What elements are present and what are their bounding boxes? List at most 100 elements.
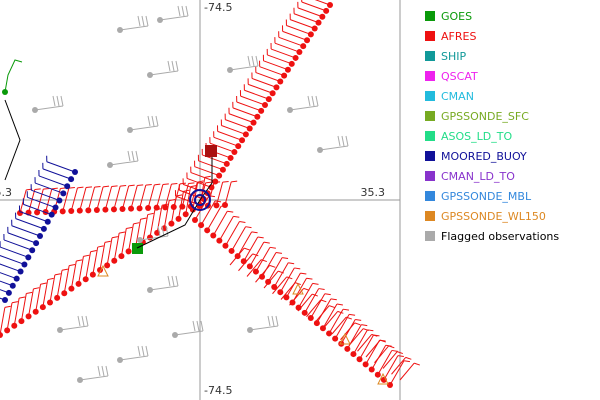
- observation: [104, 262, 111, 269]
- legend-label: CMAN_LD_TO: [441, 170, 515, 183]
- observation: [227, 154, 234, 161]
- wind-barb-feather: [19, 296, 26, 299]
- flagged-feather: [181, 5, 185, 17]
- observation: [204, 227, 211, 234]
- observation: [29, 247, 36, 254]
- observation: [119, 206, 126, 212]
- flagged-feather: [167, 60, 171, 72]
- wind-barb-feather: [104, 240, 111, 243]
- wind-barb-feather: [260, 259, 267, 263]
- observation: [48, 211, 55, 218]
- wind-barb: [322, 303, 338, 329]
- observation: [277, 78, 284, 85]
- wind-barb-feather: [405, 356, 412, 360]
- legend-label: CMAN: [441, 90, 474, 103]
- wind-barb-feather: [26, 291, 33, 294]
- wind-barb: [280, 282, 296, 300]
- observation: [307, 31, 314, 38]
- wind-barb-feather: [269, 246, 276, 249]
- wind-barb-feather: [147, 212, 154, 216]
- flagged-feather: [165, 225, 169, 237]
- flagged-feather: [60, 95, 64, 107]
- observation: [76, 207, 83, 214]
- goes-track: [4, 59, 23, 93]
- wind-barb: [353, 329, 368, 355]
- observation: [258, 107, 265, 114]
- wind-barb: [79, 187, 87, 211]
- legend-label: GPSSONDE_SFC: [441, 110, 529, 123]
- observation: [4, 327, 11, 334]
- wind-barb: [273, 262, 289, 288]
- wind-barb: [120, 228, 127, 257]
- wind-barb: [212, 210, 228, 236]
- wind-barb: [316, 298, 332, 324]
- observation: [304, 37, 311, 44]
- wind-barb-feather: [300, 272, 307, 275]
- wind-barb-feather: [328, 305, 335, 309]
- wind-barb-feather: [324, 293, 331, 296]
- legend-swatch: [425, 71, 435, 81]
- flagged-feather: [137, 345, 141, 357]
- wind-barb-feather: [239, 221, 246, 223]
- wind-barb: [263, 270, 279, 289]
- wind-barb: [70, 187, 78, 212]
- legend-label: GPSSONDE_MBL: [441, 190, 532, 203]
- observation: [235, 143, 242, 150]
- observation: [25, 313, 32, 320]
- observation: [228, 247, 235, 254]
- axis-label-top: -74.5: [204, 1, 232, 14]
- wind-barb-feather: [245, 226, 252, 229]
- legend-swatch: [425, 171, 435, 181]
- legend-label: AFRES: [441, 30, 476, 43]
- wind-barb-feather: [69, 263, 76, 267]
- wl150-marker: [377, 372, 389, 385]
- wind-barb: [206, 205, 222, 231]
- observation: [216, 237, 223, 244]
- observation: [223, 160, 230, 167]
- wind-barb: [357, 334, 373, 352]
- wind-barb-feather: [162, 183, 169, 185]
- wind-barb: [42, 279, 49, 308]
- wind-barb: [78, 256, 84, 285]
- axis-label-right: 35.3: [361, 186, 386, 199]
- observation: [33, 240, 40, 247]
- wind-barb: [113, 233, 120, 261]
- wind-barb: [35, 284, 42, 312]
- wind-barb-feather: [119, 231, 126, 234]
- wind-barb: [399, 362, 415, 381]
- axis-label-left: 35.3: [0, 186, 12, 199]
- wind-barb: [209, 142, 235, 153]
- flagged-feather: [255, 55, 259, 67]
- observation: [246, 263, 253, 270]
- legend: GOES AFRES SHIP QSCAT CMAN GPSSONDE_SFC ASOS_L…: [425, 10, 559, 243]
- wind-barb: [173, 183, 181, 208]
- wind-barb-feather: [214, 181, 221, 183]
- wind-barb: [122, 185, 130, 210]
- wind-barb: [236, 101, 262, 112]
- observation: [259, 273, 266, 280]
- flagged-barb: [109, 160, 139, 166]
- wind-barb: [382, 351, 398, 369]
- wind-barb: [198, 160, 224, 171]
- wind-barb: [278, 36, 304, 47]
- wind-barb-feather: [288, 262, 295, 265]
- observation: [283, 294, 290, 301]
- observation: [21, 261, 28, 268]
- flagged-feather: [101, 365, 105, 377]
- wind-barb: [259, 66, 285, 77]
- observation: [40, 225, 47, 232]
- wind-barb-feather: [68, 187, 75, 189]
- wind-barb-feather: [252, 253, 259, 257]
- wind-barb: [49, 274, 56, 303]
- legend-label: GOES: [441, 10, 472, 23]
- wind-barb-feather: [251, 231, 258, 234]
- wind-barb: [0, 289, 10, 294]
- wind-barb-feather: [379, 339, 386, 343]
- wind-barb-feather: [34, 188, 41, 190]
- observation: [250, 119, 257, 126]
- wind-barb: [20, 293, 27, 322]
- wind-barb: [217, 130, 243, 141]
- flagged-barb: [149, 70, 179, 76]
- wind-barb: [267, 54, 292, 65]
